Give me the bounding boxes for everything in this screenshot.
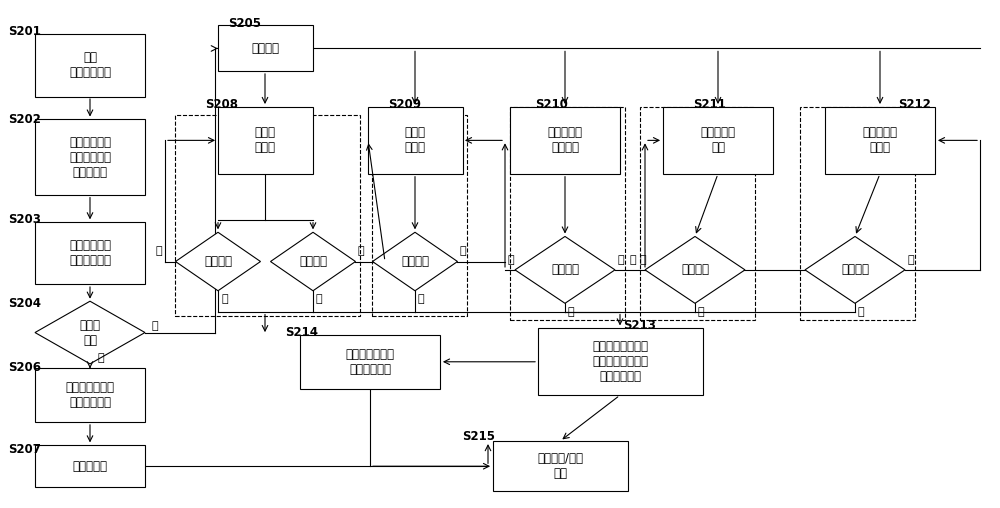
Text: 是否故障: 是否故障 — [551, 263, 579, 276]
Bar — [372, 115, 467, 316]
Text: 功率管故障
诊断: 功率管故障 诊断 — [700, 126, 736, 154]
FancyBboxPatch shape — [35, 119, 145, 195]
Text: S201: S201 — [8, 25, 41, 38]
Text: 是否过流: 是否过流 — [401, 255, 429, 268]
Text: 是否故障: 是否故障 — [681, 263, 709, 276]
Polygon shape — [805, 236, 905, 303]
Bar — [510, 107, 625, 320]
Bar — [640, 107, 755, 320]
Text: 是: 是 — [858, 307, 865, 316]
FancyBboxPatch shape — [538, 328, 702, 395]
Text: S210: S210 — [535, 98, 568, 111]
Text: 是: 是 — [97, 353, 104, 363]
Text: 自检测模块进
行上电自测试: 自检测模块进 行上电自测试 — [69, 239, 111, 267]
Polygon shape — [515, 236, 615, 303]
FancyBboxPatch shape — [35, 34, 145, 97]
Text: 是否过压: 是否过压 — [204, 255, 232, 268]
Text: 向综合控制模块
发送故障信息: 向综合控制模块 发送故障信息 — [346, 348, 394, 376]
Text: 是: 是 — [221, 294, 228, 304]
Bar — [800, 107, 915, 320]
Text: 是否有
故障: 是否有 故障 — [80, 319, 100, 346]
FancyBboxPatch shape — [218, 25, 312, 72]
Text: 向综合控制模块
发送故障信息: 向综合控制模块 发送故障信息 — [66, 381, 114, 409]
FancyBboxPatch shape — [35, 222, 145, 284]
Text: S205: S205 — [228, 17, 261, 30]
FancyBboxPatch shape — [300, 335, 440, 389]
Text: S204: S204 — [8, 297, 41, 310]
Polygon shape — [645, 236, 745, 303]
FancyBboxPatch shape — [368, 107, 462, 174]
Text: 直流电
压检测: 直流电 压检测 — [254, 126, 276, 154]
Text: 是: 是 — [640, 255, 647, 265]
FancyBboxPatch shape — [35, 446, 145, 487]
Text: 综合控制模块
接收上电检测
命令并下达: 综合控制模块 接收上电检测 命令并下达 — [69, 136, 111, 179]
FancyBboxPatch shape — [218, 107, 312, 174]
Text: 故障
监控装置通电: 故障 监控装置通电 — [69, 51, 111, 79]
Polygon shape — [35, 301, 145, 364]
Text: 定子绕组故
障诊断: 定子绕组故 障诊断 — [862, 126, 898, 154]
Text: 是: 是 — [698, 307, 705, 316]
Text: 直流电
流检测: 直流电 流检测 — [404, 126, 426, 154]
Text: S207: S207 — [8, 443, 41, 456]
Text: 采取措施/停机
指令: 采取措施/停机 指令 — [537, 452, 583, 480]
Text: S212: S212 — [898, 98, 931, 111]
Text: 是否欠压: 是否欠压 — [299, 255, 327, 268]
Text: 否: 否 — [507, 255, 514, 265]
FancyBboxPatch shape — [492, 441, 628, 491]
Text: 否: 否 — [357, 246, 364, 257]
Text: S208: S208 — [205, 98, 238, 111]
Text: 位置传感器
故障诊断: 位置传感器 故障诊断 — [548, 126, 582, 154]
Text: S211: S211 — [693, 98, 726, 111]
Text: 否: 否 — [152, 321, 159, 331]
Text: 否: 否 — [459, 246, 466, 257]
Bar — [175, 115, 360, 316]
FancyBboxPatch shape — [825, 107, 935, 174]
Text: 检测未通过: 检测未通过 — [72, 460, 108, 473]
Text: 是: 是 — [418, 294, 425, 304]
Text: S206: S206 — [8, 361, 41, 374]
Text: S215: S215 — [462, 430, 495, 443]
Text: 关闭功率管故障诊
断模块和定子绕组
故障诊断模块: 关闭功率管故障诊 断模块和定子绕组 故障诊断模块 — [592, 340, 648, 383]
Text: S214: S214 — [285, 326, 318, 339]
Text: 否: 否 — [907, 255, 914, 265]
Text: S203: S203 — [8, 213, 41, 226]
Polygon shape — [372, 232, 458, 291]
Text: 否: 否 — [617, 255, 624, 265]
Text: 是: 是 — [316, 294, 323, 304]
FancyBboxPatch shape — [35, 368, 145, 422]
FancyBboxPatch shape — [663, 107, 773, 174]
Text: 否: 否 — [630, 255, 637, 265]
Text: 否: 否 — [155, 246, 162, 257]
FancyBboxPatch shape — [510, 107, 620, 174]
Text: 检测通过: 检测通过 — [251, 42, 279, 55]
Text: 是: 是 — [568, 307, 575, 316]
Text: 是否故障: 是否故障 — [841, 263, 869, 276]
Text: S213: S213 — [623, 320, 656, 332]
Polygon shape — [176, 232, 260, 291]
Polygon shape — [270, 232, 356, 291]
Text: S209: S209 — [388, 98, 421, 111]
Text: S202: S202 — [8, 113, 41, 126]
